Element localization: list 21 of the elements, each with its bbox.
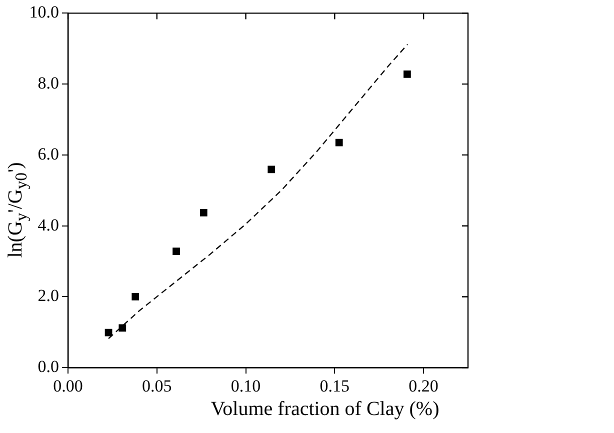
point [172,248,180,256]
point [268,166,276,174]
line-series [108,44,408,340]
y-tick-label: 2.0 [38,286,59,306]
x-tick-label: 0.10 [230,376,261,396]
point [335,138,343,146]
x-tick-label: 0.15 [320,376,350,396]
x-tick-label: 0.00 [53,376,83,396]
point [404,70,411,78]
y-tick-label: 4.0 [38,215,59,234]
x-tick-label: 0.05 [142,376,172,396]
x-tick-label: 0.20 [408,376,438,396]
point [132,293,140,300]
y-tick-label: 6.0 [38,144,59,164]
y-tick-label: 0.0 [38,357,59,376]
point [118,324,126,332]
y-tick-label: 10.0 [29,2,59,22]
y-tick-label: 8.0 [38,74,59,93]
x-axis-title: Volume fraction of Clay (%) [210,398,440,421]
point [200,209,208,216]
point [104,328,112,336]
